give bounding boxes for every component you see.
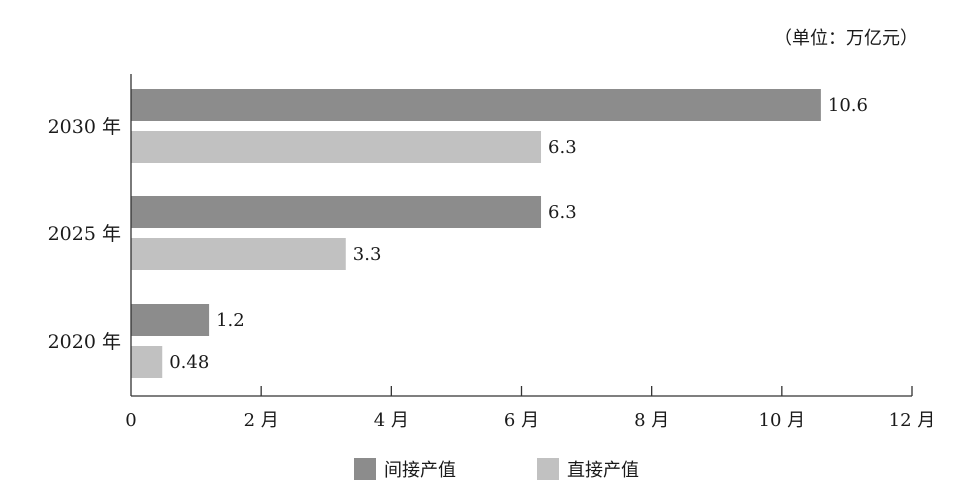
bar-indirect-2 (131, 304, 210, 336)
category-label-2: 2020 年 (48, 331, 121, 353)
x-tick-label-3: 6 月 (504, 410, 539, 431)
unit-label: （单位：万亿元） (774, 28, 918, 49)
bar-indirect-0 (131, 89, 821, 121)
value-label-direct-2: 0.48 (169, 352, 209, 373)
category-label-0: 2030 年 (48, 116, 121, 138)
value-label-indirect-2: 1.2 (216, 310, 245, 331)
legend: 间接产值 直接产值 (354, 458, 639, 481)
value-labels-group: 10.6 6.3 6.3 3.3 1.2 0.48 (169, 95, 868, 373)
value-label-indirect-0: 10.6 (828, 95, 868, 116)
x-tick-label-0: 0 (125, 410, 136, 431)
x-ticks-group: 0 2 月 4 月 6 月 8 月 10 月 12 月 (125, 386, 935, 431)
x-tick-label-6: 12 月 (889, 410, 936, 431)
bar-indirect-1 (131, 196, 542, 228)
legend-swatch-indirect (354, 458, 376, 480)
bar-direct-1 (131, 238, 346, 270)
bar-direct-2 (131, 346, 163, 378)
legend-label-indirect: 间接产值 (384, 460, 456, 481)
legend-label-direct: 直接产值 (567, 460, 639, 481)
x-tick-label-5: 10 月 (759, 410, 806, 431)
category-labels-group: 2030 年 2025 年 2020 年 (48, 116, 121, 353)
category-label-1: 2025 年 (48, 223, 121, 245)
bar-direct-0 (131, 131, 542, 163)
value-label-indirect-1: 6.3 (548, 202, 577, 223)
x-tick-label-1: 2 月 (244, 410, 279, 431)
value-label-direct-0: 6.3 (548, 137, 577, 158)
value-label-direct-1: 3.3 (353, 244, 382, 265)
bars-group (131, 89, 821, 378)
x-tick-label-4: 8 月 (634, 410, 669, 431)
x-tick-label-2: 4 月 (374, 410, 409, 431)
legend-swatch-direct (537, 458, 559, 480)
